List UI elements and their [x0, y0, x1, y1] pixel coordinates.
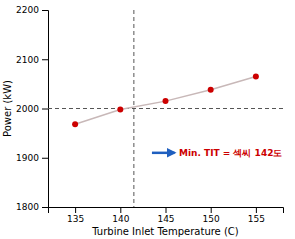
- axis-line: [42, 11, 49, 208]
- tick-mark: [42, 59, 48, 60]
- tick-label: 140: [112, 214, 129, 224]
- y-tick: 2000: [16, 104, 48, 114]
- tick-mark: [166, 207, 167, 213]
- marks: [48, 10, 283, 207]
- y-tick: 1900: [16, 153, 48, 163]
- line: [75, 76, 256, 124]
- chart: 135 140 145 150 155 1800 1900 2000 2100 2200 Min. …: [0, 0, 295, 239]
- tick-mark: [42, 109, 48, 110]
- y-tick: 2100: [16, 55, 48, 65]
- tick-mark: [42, 207, 48, 208]
- arrow: [152, 152, 175, 155]
- tick-label: 1900: [16, 153, 39, 163]
- point: [163, 98, 169, 104]
- x-tick: 155: [248, 207, 265, 224]
- y-tick: 1800: [16, 202, 48, 212]
- point: [117, 106, 123, 112]
- x-axis-title: Turbine Inlet Temperature (C): [91, 226, 239, 237]
- annotation: Min. TIT = 섹씨 142도: [179, 148, 282, 158]
- x-tick: 135: [67, 207, 84, 224]
- reference-line: [48, 108, 283, 109]
- tick-mark: [120, 207, 121, 213]
- tick-label: 1800: [16, 202, 39, 212]
- x-axis: 135 140 145 150 155: [49, 207, 284, 224]
- axis-line: [49, 208, 284, 214]
- tick-label: 135: [67, 214, 84, 224]
- tick-mark: [256, 207, 257, 213]
- tick-label: 155: [248, 214, 265, 224]
- y-axis: 1800 1900 2000 2100 2200: [16, 5, 48, 212]
- tick-label: 150: [203, 214, 220, 224]
- x-tick: 150: [203, 207, 220, 224]
- tick-mark: [75, 207, 76, 213]
- x-tick: 140: [112, 207, 129, 224]
- y-tick: 2200: [16, 5, 48, 15]
- y-axis-title: Power (kW): [2, 80, 13, 137]
- tick-label: 145: [157, 214, 174, 224]
- x-tick: 145: [157, 207, 174, 224]
- tick-mark: [211, 207, 212, 213]
- plot: 135 140 145 150 155 1800 1900 2000 2100 2200 Min. …: [16, 5, 283, 224]
- point: [208, 87, 214, 93]
- tick-mark: [42, 10, 48, 11]
- tick-label: 2100: [16, 55, 39, 65]
- point: [253, 73, 259, 79]
- tick-label: 2200: [16, 5, 39, 15]
- point: [72, 121, 78, 127]
- tick-mark: [42, 158, 48, 159]
- tick-label: 2000: [16, 104, 39, 114]
- reference-line: [133, 10, 134, 207]
